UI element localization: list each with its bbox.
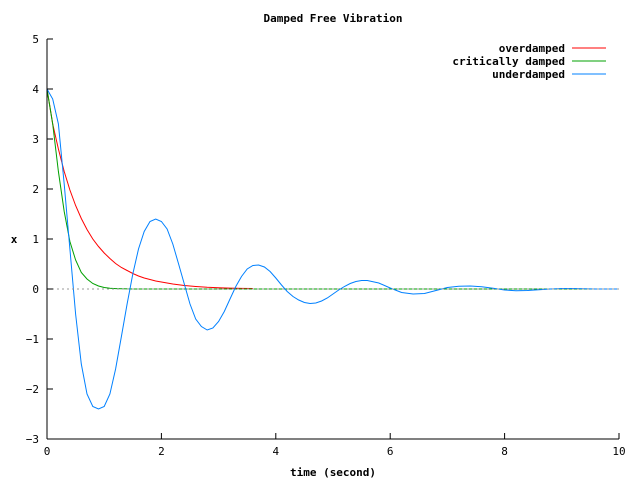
y-tick-label: 5 [32, 33, 39, 46]
y-axis-label: x [11, 233, 18, 246]
legend-label-overdamped: overdamped [499, 42, 565, 55]
y-tick-label: 2 [32, 183, 39, 196]
y-tick-label: 4 [32, 83, 39, 96]
x-tick-label: 4 [272, 445, 279, 458]
plot-area [46, 88, 619, 410]
legend-label-critically-damped: critically damped [452, 55, 565, 68]
series-line-critically-damped [46, 88, 619, 290]
y-tick-label: 0 [32, 283, 39, 296]
series-line-overdamped [46, 88, 253, 289]
y-tick-label: −3 [26, 433, 39, 446]
y-tick-label: −2 [26, 383, 39, 396]
x-tick-label: 6 [387, 445, 394, 458]
y-tick-label: −1 [26, 333, 39, 346]
legend-label-underdamped: underdamped [492, 68, 565, 81]
axes: −3 −2 −1 0 1 2 3 4 5 0 2 4 6 8 10 [26, 33, 626, 458]
x-axis-label: time (second) [290, 466, 376, 479]
x-tick-label: 10 [612, 445, 625, 458]
x-tick-label: 8 [501, 445, 508, 458]
y-tick-label: 3 [32, 133, 39, 146]
y-tick-label: 1 [32, 233, 39, 246]
chart-title: Damped Free Vibration [263, 12, 402, 25]
x-tick-label: 0 [44, 445, 51, 458]
x-tick-label: 2 [158, 445, 165, 458]
series-line-underdamped [46, 88, 619, 410]
